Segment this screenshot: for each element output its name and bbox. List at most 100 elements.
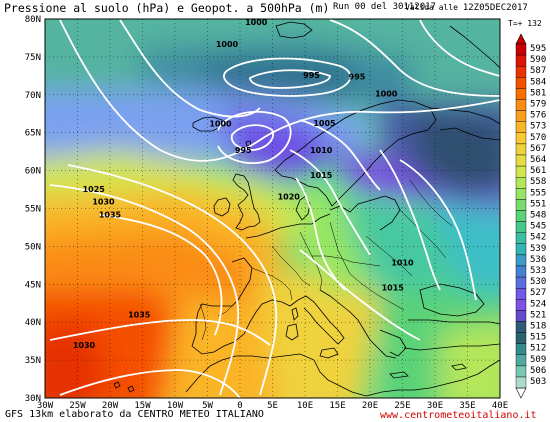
- longitude-labels: 30W 25W 20W 15W 10W 5W 0 5E 10E 15E 20E 25E 30E 35E 40…: [37, 401, 508, 411]
- lat-label: 45N: [25, 280, 41, 290]
- isobar-label: 1005: [313, 119, 336, 128]
- lon-label: 30E: [427, 401, 443, 411]
- legend-arrow-bottom: [515, 387, 527, 399]
- isobar-label: 1035: [128, 311, 151, 320]
- website-link[interactable]: www.centrometeoitaliano.it: [380, 410, 537, 421]
- lon-label: 10W: [167, 401, 184, 411]
- lon-label: 5E: [267, 401, 278, 411]
- isobar-label: 995: [349, 73, 366, 82]
- legend-value: 512: [530, 344, 546, 354]
- legend-swatch: [515, 132, 527, 145]
- lon-label: 30W: [37, 401, 54, 411]
- legend-swatch: [515, 310, 527, 322]
- lon-label: 0: [237, 401, 242, 411]
- legend-swatch: [515, 221, 527, 233]
- legend-value: 564: [530, 155, 546, 165]
- isobar-label: 1010: [391, 258, 414, 267]
- legend-swatch: [515, 121, 527, 133]
- legend-value: 521: [530, 310, 546, 320]
- legend-value: 539: [530, 244, 546, 254]
- legend-value: 530: [530, 277, 546, 287]
- lat-label: 30N: [25, 394, 41, 404]
- lon-label: 15E: [329, 401, 345, 411]
- legend-swatch: [515, 43, 527, 56]
- valid-prefix: Valida alle: [405, 3, 458, 12]
- forecast-time: T=+ 132: [508, 19, 542, 28]
- lat-label: 65N: [25, 129, 41, 139]
- isobar-label: 1015: [310, 171, 333, 180]
- legend-swatch: [515, 232, 527, 244]
- latitude-labels: 80N 75N 70N 65N 60N 55N 50N 45N 40N 35N 30N: [25, 15, 41, 404]
- legend-swatch: [515, 243, 527, 256]
- lon-label: 25W: [69, 401, 86, 411]
- legend-swatch: [515, 265, 527, 278]
- isobar-label: 1030: [73, 341, 96, 350]
- legend-value: 581: [530, 88, 546, 98]
- legend-swatch: [515, 254, 527, 267]
- lon-label: 35E: [459, 401, 475, 411]
- isobar-label: 1025: [83, 185, 106, 194]
- legend-swatch: [515, 276, 527, 289]
- map-frame: [44, 18, 501, 399]
- isobar-label: 1010: [310, 146, 333, 155]
- lat-label: 40N: [25, 318, 41, 328]
- legend-value: 542: [530, 233, 546, 243]
- legend-value: 584: [530, 77, 546, 87]
- legend-swatch: [515, 343, 527, 356]
- legend-swatch: [515, 365, 527, 378]
- isobar-label: 1000: [245, 18, 268, 27]
- legend-swatch: [515, 77, 527, 89]
- legend-swatch: [515, 54, 527, 67]
- legend-value: 587: [530, 66, 546, 76]
- isobar-label: 1035: [99, 211, 122, 220]
- valid-date: 12Z05DEC2017: [462, 3, 528, 13]
- lat-label: 60N: [25, 167, 41, 177]
- lat-label: 75N: [25, 53, 41, 63]
- legend-value: 590: [530, 55, 546, 65]
- legend-value: 503: [530, 377, 546, 387]
- lon-label: 40E: [492, 401, 508, 411]
- lat-label: 50N: [25, 242, 41, 252]
- lat-label: 70N: [25, 91, 41, 101]
- lon-label: 10E: [297, 401, 313, 411]
- lat-label: 80N: [25, 15, 41, 25]
- legend-swatch: [515, 143, 527, 156]
- legend-swatch: [515, 188, 527, 200]
- legend-swatch: [515, 154, 527, 167]
- legend-value: 579: [530, 100, 546, 110]
- legend-swatch: [515, 99, 527, 111]
- lat-label: 55N: [25, 205, 41, 215]
- isobar-label: 1000: [375, 89, 398, 98]
- legend-value: 567: [530, 144, 546, 154]
- color-legend: 5955905875845815795765735705675645615585…: [515, 33, 546, 399]
- legend-value: 533: [530, 266, 546, 276]
- legend-swatch: [515, 176, 527, 189]
- isobar-label: 1015: [382, 283, 405, 292]
- legend-swatch: [515, 299, 527, 311]
- isobar-label: 995: [303, 71, 320, 80]
- legend-swatch: [515, 88, 527, 100]
- legend-value: 527: [530, 288, 546, 298]
- legend-value: 570: [530, 133, 546, 143]
- legend-swatch: [515, 288, 527, 300]
- isobar-label: 995: [235, 146, 252, 155]
- legend-value: 558: [530, 177, 546, 187]
- run-label: Run 00 del 30112017: [333, 2, 436, 12]
- legend-value: 509: [530, 355, 546, 365]
- legend-swatch: [515, 165, 527, 178]
- legend-swatch: [515, 376, 527, 389]
- isobars: [49, 19, 500, 398]
- map-title: Pressione al suolo (hPa) e Geopot. a 500…: [4, 1, 330, 15]
- valid-label: Valida alle 12Z05DEC2017: [405, 3, 528, 13]
- legend-swatch: [515, 332, 527, 344]
- legend-value: 595: [530, 44, 546, 54]
- legend-value: 515: [530, 333, 546, 343]
- isobar-label: 1000: [216, 40, 239, 49]
- isobar-labels: 1000 1000 995 995 1000 1000 995 1005 1010 1015 102…: [73, 18, 414, 350]
- legend-value: 518: [530, 322, 546, 332]
- legend-value: 524: [530, 299, 546, 309]
- legend-swatch: [515, 210, 527, 222]
- legend-swatch: [515, 354, 527, 367]
- isobar-label: 1000: [209, 120, 232, 129]
